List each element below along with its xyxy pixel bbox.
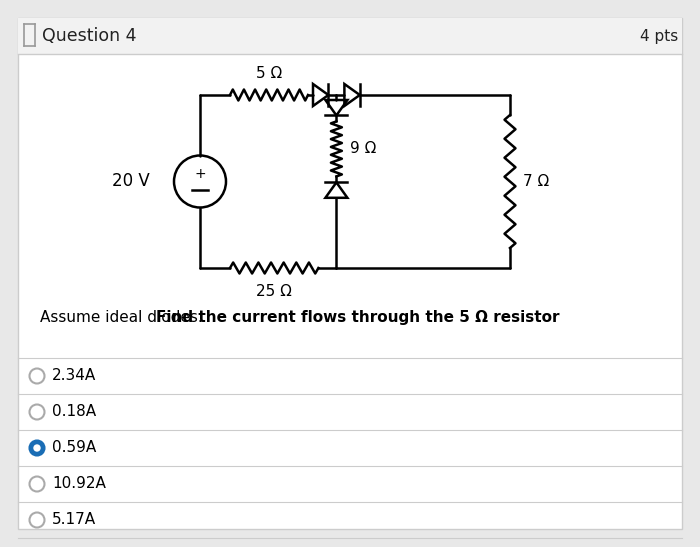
- Text: 4 pts: 4 pts: [640, 28, 678, 44]
- Text: 0.18A: 0.18A: [52, 404, 96, 420]
- Text: 25 Ω: 25 Ω: [256, 284, 292, 299]
- Text: 2.34A: 2.34A: [52, 369, 97, 383]
- Text: 7 Ω: 7 Ω: [523, 174, 550, 189]
- Text: 0.59A: 0.59A: [52, 440, 97, 456]
- Circle shape: [29, 440, 45, 456]
- Circle shape: [29, 476, 45, 492]
- Circle shape: [29, 513, 45, 527]
- Text: 10.92A: 10.92A: [52, 476, 106, 492]
- Text: +: +: [194, 167, 206, 182]
- Text: Question 4: Question 4: [42, 27, 136, 45]
- Circle shape: [29, 369, 45, 383]
- Circle shape: [29, 404, 45, 420]
- Circle shape: [34, 445, 40, 451]
- Text: Find the current flows through the 5 Ω resistor: Find the current flows through the 5 Ω r…: [156, 310, 559, 325]
- Text: Assume ideal diodes.: Assume ideal diodes.: [40, 310, 208, 325]
- FancyBboxPatch shape: [18, 18, 682, 54]
- Text: 5 Ω: 5 Ω: [256, 66, 282, 81]
- FancyBboxPatch shape: [18, 18, 682, 529]
- Text: 5.17A: 5.17A: [52, 513, 96, 527]
- Text: 9 Ω: 9 Ω: [351, 142, 377, 156]
- Text: 20 V: 20 V: [112, 172, 150, 190]
